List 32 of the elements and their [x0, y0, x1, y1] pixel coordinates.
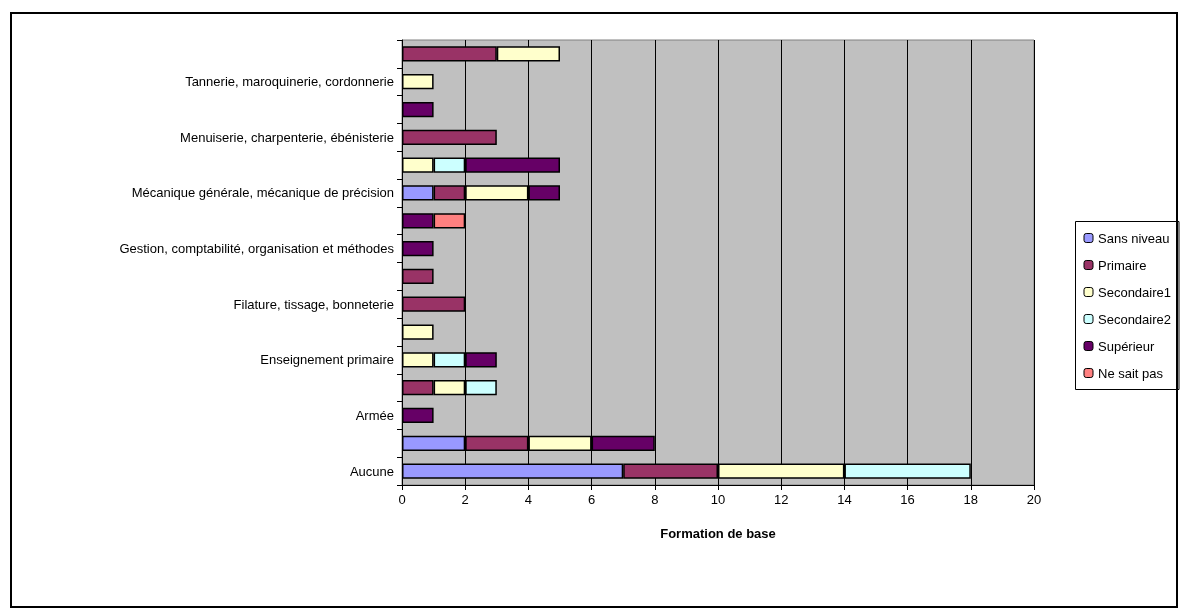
x-tick-label: 10 [710, 492, 726, 507]
x-tick-label: 16 [900, 492, 915, 507]
bar [402, 324, 434, 340]
legend-label: Supérieur [1098, 338, 1156, 354]
y-tick-label: Tannerie, maroquinerie, cordonnerie [185, 74, 394, 90]
legend-label: Primaire [1098, 257, 1147, 273]
legend-label: Secondaire1 [1098, 284, 1171, 300]
bar [402, 74, 434, 90]
x-tick-label: 4 [524, 492, 533, 507]
bar [402, 268, 434, 285]
y-tick-label: Gestion, comptabilité, organisation et méthodes [119, 241, 395, 257]
bar [402, 407, 434, 424]
x-tick-label: 6 [587, 492, 596, 507]
y-tick-label: Armée [355, 407, 394, 423]
bar [402, 101, 434, 118]
y-tick-label: Enseignement primaire [260, 352, 394, 368]
x-tick-label: 8 [651, 492, 659, 507]
x-tick-label: 14 [837, 492, 852, 507]
legend-label: Secondaire2 [1098, 311, 1171, 327]
x-tick-label: 2 [461, 492, 469, 507]
legend-label: Ne sait pas [1098, 365, 1164, 381]
y-tick-label: Mécanique générale, mécanique de précision [131, 185, 394, 201]
x-axis-title: Formation de base [660, 526, 776, 541]
x-tick-label: 0 [398, 492, 406, 507]
y-tick-label: Aucune [349, 463, 394, 479]
y-tick-label: Filature, tissage, bonneterie [233, 296, 394, 312]
x-tick-label: 18 [963, 492, 979, 507]
x-tick-label: 12 [773, 492, 789, 507]
x-tick-label: 20 [1026, 492, 1042, 507]
legend-label: Sans niveau [1098, 230, 1170, 246]
bar [402, 240, 434, 257]
y-tick-label: Menuiserie, charpenterie, ébénisterie [180, 129, 394, 145]
